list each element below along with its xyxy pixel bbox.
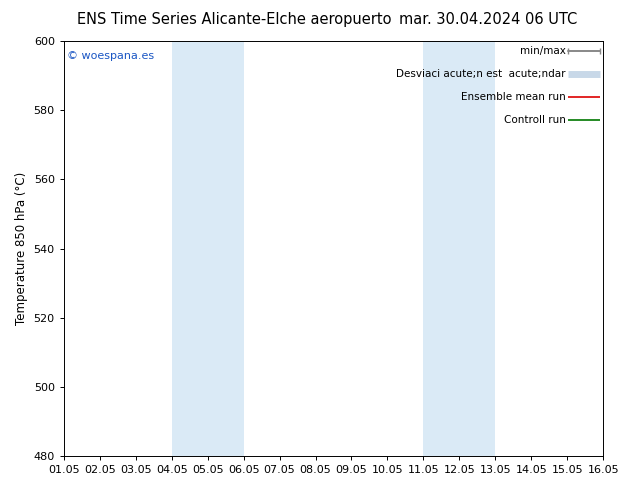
Y-axis label: Temperature 850 hPa (°C): Temperature 850 hPa (°C) [15, 172, 28, 325]
Text: ENS Time Series Alicante-Elche aeropuerto: ENS Time Series Alicante-Elche aeropuert… [77, 12, 392, 27]
Text: Desviaci acute;n est  acute;ndar: Desviaci acute;n est acute;ndar [396, 69, 566, 79]
Text: Ensemble mean run: Ensemble mean run [461, 92, 566, 102]
Text: min/max: min/max [519, 47, 566, 56]
Bar [172, 41, 243, 456]
Bar [424, 41, 495, 456]
Text: © woespana.es: © woespana.es [67, 51, 153, 61]
Text: Controll run: Controll run [503, 115, 566, 125]
Text: mar. 30.04.2024 06 UTC: mar. 30.04.2024 06 UTC [399, 12, 578, 27]
